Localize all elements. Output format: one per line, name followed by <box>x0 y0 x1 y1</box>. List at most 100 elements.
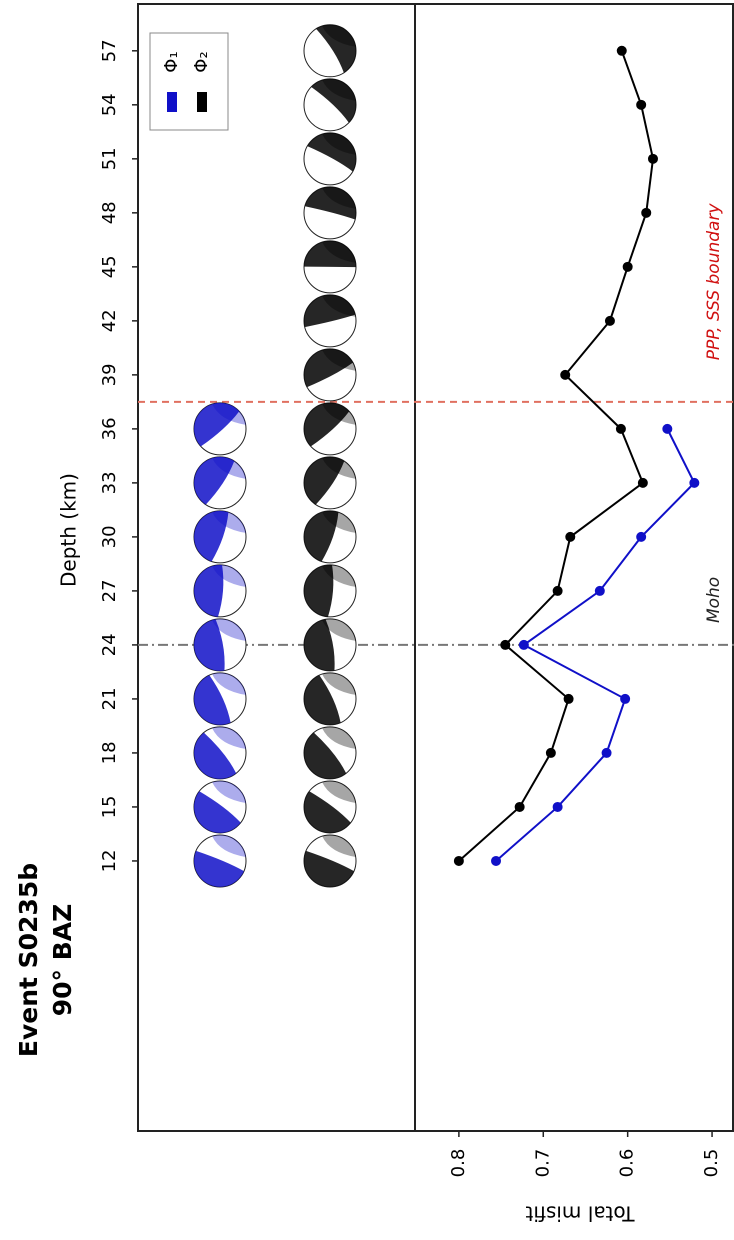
beachball-fill <box>304 348 353 388</box>
y-tick-label: 0.6 <box>617 1149 638 1178</box>
point <box>491 855 502 866</box>
point <box>552 801 563 812</box>
x-tick-label: 21 <box>99 687 120 710</box>
beachball-fill <box>304 456 345 505</box>
beachball-fill <box>194 402 240 447</box>
x-tick-label: 24 <box>99 633 120 656</box>
beachball-fill <box>194 791 241 833</box>
beachball-shade <box>322 294 356 317</box>
y-tick-label: 0.5 <box>701 1149 722 1178</box>
x-tick-label: 36 <box>99 417 120 440</box>
beachball-fill <box>304 791 351 833</box>
beachball-shade <box>212 618 246 641</box>
beachball-shade <box>212 726 246 749</box>
beachball-shade <box>322 618 356 641</box>
beachball-fill <box>194 510 229 562</box>
x-tick-label: 57 <box>99 39 120 62</box>
beachball-shade <box>322 24 356 47</box>
point <box>453 855 464 866</box>
point <box>560 369 571 380</box>
beachball-shade <box>212 456 246 479</box>
frame <box>137 3 734 1132</box>
point <box>636 531 647 542</box>
point <box>620 693 631 704</box>
x-tick-label: 42 <box>99 309 120 332</box>
reference-label: Moho <box>704 577 724 623</box>
beachball-fill <box>194 675 231 725</box>
legend-label: Φ₂ <box>191 51 212 72</box>
x-tick-label: 30 <box>99 525 120 548</box>
beachball-fill <box>304 732 347 779</box>
point <box>689 477 700 488</box>
x-tick-label: 27 <box>99 579 120 602</box>
point <box>545 747 556 758</box>
beachball-fill <box>304 619 335 671</box>
chart-subtitle: 90° BAZ <box>48 904 77 1017</box>
x-tick-label: 15 <box>99 795 120 818</box>
beachball-fill <box>194 732 237 779</box>
beachball-shade <box>212 564 246 587</box>
x-axis-label: Depth (km) <box>57 473 81 587</box>
point <box>518 639 529 650</box>
beachball-fill <box>304 675 341 725</box>
point <box>500 639 511 650</box>
beachball-shade <box>212 510 246 533</box>
point <box>615 423 626 434</box>
beachball-shade <box>322 186 356 209</box>
beachball-shade <box>212 672 246 695</box>
point <box>563 693 574 704</box>
beachball-fill <box>194 850 244 887</box>
beachball-fill <box>304 240 357 268</box>
beachball-shade <box>322 132 356 155</box>
point <box>637 477 648 488</box>
beachball-fill <box>307 132 356 172</box>
beachball-fill <box>304 850 354 887</box>
x-tick-label: 39 <box>99 363 120 386</box>
legend-swatch <box>197 92 207 112</box>
beachball-fill <box>304 402 350 447</box>
beachball-shade <box>322 564 356 587</box>
point <box>565 531 576 542</box>
chart-title: Event S0235b <box>14 863 43 1057</box>
beachball-fill <box>304 564 334 617</box>
x-tick-label: 51 <box>99 147 120 170</box>
beachball-shade <box>322 510 356 533</box>
beachball-shade <box>212 780 246 803</box>
beachball-fill <box>311 78 356 123</box>
point <box>594 585 605 596</box>
beachball-shade <box>322 78 356 101</box>
point <box>662 423 673 434</box>
reference-label: PPP, SSS boundary <box>704 203 724 361</box>
beachball-fill <box>193 619 225 671</box>
legend-label: Φ₁ <box>161 51 182 72</box>
beachball-fill <box>304 510 339 562</box>
beachball-fill <box>194 456 235 505</box>
beachball-shade <box>212 834 246 857</box>
point <box>604 315 615 326</box>
beachball-fill <box>194 564 224 617</box>
beachball-shade <box>322 348 356 371</box>
y-tick-label: 0.8 <box>448 1149 469 1178</box>
beachball-shade <box>212 402 246 425</box>
beachball-shade <box>322 402 356 425</box>
beachball-fill <box>304 186 356 220</box>
x-tick-label: 48 <box>99 201 120 224</box>
point <box>622 261 633 272</box>
point <box>641 207 652 218</box>
x-tick-label: 54 <box>99 93 120 116</box>
x-tick-label: 18 <box>99 741 120 764</box>
beachball-shade <box>322 780 356 803</box>
series-line <box>458 50 654 862</box>
point <box>647 153 658 164</box>
point <box>514 801 525 812</box>
beachball-shade <box>322 240 356 263</box>
legend-box <box>149 32 229 131</box>
x-tick-label: 33 <box>99 471 120 494</box>
point <box>601 747 612 758</box>
y-axis-label: Total misfit <box>525 1202 635 1226</box>
beachball-fill <box>316 24 356 73</box>
beachball-shade <box>322 726 356 749</box>
point <box>616 45 627 56</box>
x-tick-label: 12 <box>99 849 120 872</box>
